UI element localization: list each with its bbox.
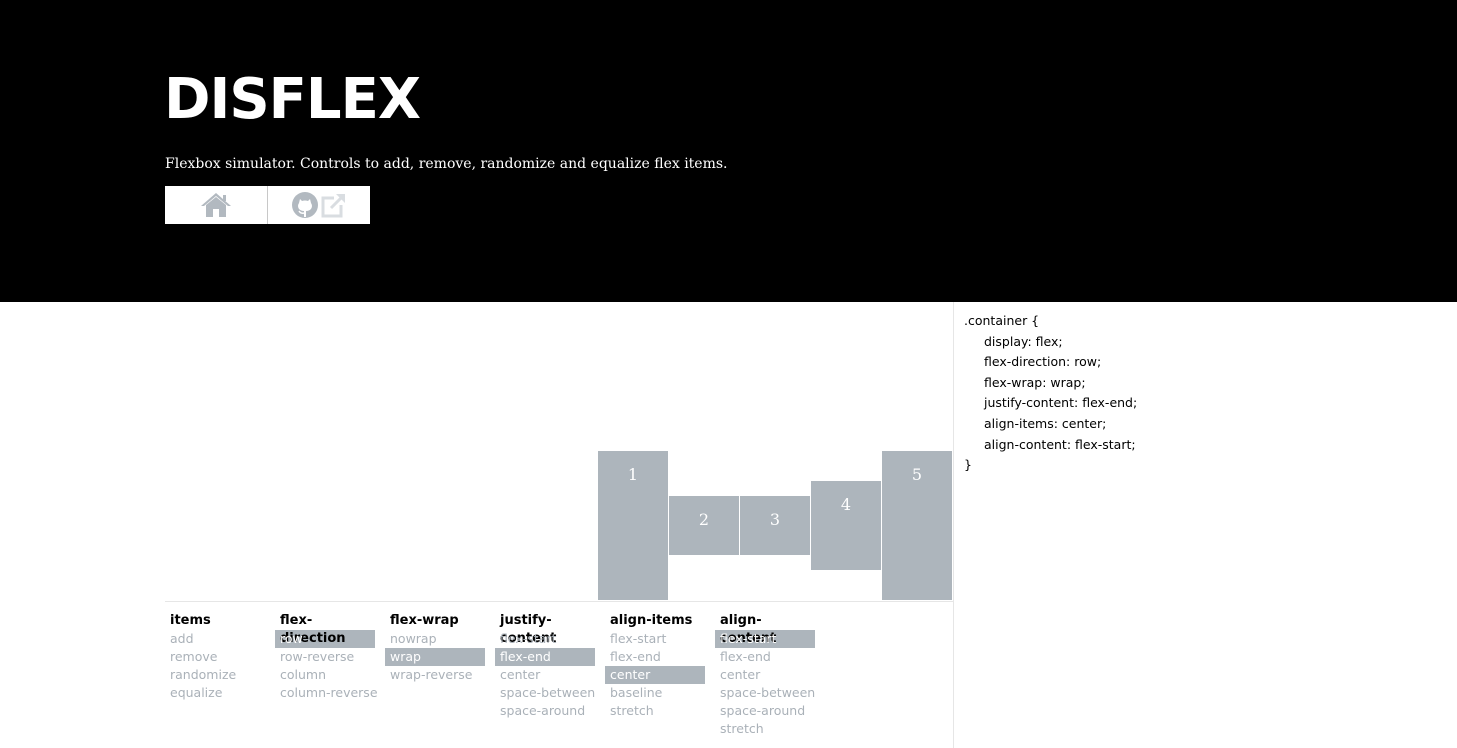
flex-container: 1 2 3 4 5	[165, 302, 952, 601]
option-center[interactable]: center	[720, 667, 761, 682]
option-flex-end[interactable]: flex-end	[720, 649, 771, 664]
code-line: justify-content: flex-end;	[984, 395, 1138, 411]
option-space-between[interactable]: space-between	[500, 685, 596, 700]
controls-heading: items	[170, 613, 211, 628]
option-row[interactable]: row	[275, 630, 375, 648]
page-title: DISFLEX	[164, 67, 421, 132]
code-line: display: flex;	[984, 333, 1063, 349]
controls-heading: flex-direction	[280, 613, 346, 646]
option-row-reverse[interactable]: row-reverse	[280, 649, 355, 664]
option-flex-start[interactable]: flex-start	[715, 630, 815, 648]
option-space-around[interactable]: space-around	[720, 703, 806, 718]
option-flex-start[interactable]: flex-start	[610, 631, 667, 646]
code-selector: .container {	[964, 313, 1040, 328]
option-wrap-reverse[interactable]: wrap-reverse	[390, 667, 473, 682]
divider	[953, 302, 954, 748]
divider	[165, 601, 953, 602]
github-icon	[291, 191, 319, 219]
option-wrap[interactable]: wrap	[385, 648, 485, 666]
remove-item-button[interactable]: remove	[170, 649, 218, 664]
code-line: flex-wrap: wrap;	[984, 374, 1086, 390]
flex-item[interactable]: 1	[598, 451, 668, 600]
add-item-button[interactable]: add	[170, 631, 194, 646]
align-content-controls: align-content flex-start flex-end center…	[715, 612, 815, 738]
flex-wrap-controls: flex-wrap nowrap wrap wrap-reverse	[385, 612, 485, 684]
option-flex-end[interactable]: flex-end	[495, 648, 595, 666]
option-stretch[interactable]: stretch	[720, 721, 764, 736]
justify-content-controls: justify-content flex-start flex-end cent…	[495, 612, 595, 720]
items-controls: items add remove randomize equalize	[165, 612, 265, 702]
code-line: align-content: flex-start;	[984, 436, 1136, 452]
option-center[interactable]: center	[605, 666, 705, 684]
code-line: align-items: center;	[984, 415, 1107, 431]
css-code-output: .container { display: flex; flex-directi…	[964, 311, 1137, 476]
header: DISFLEX Flexbox simulator. Controls to a…	[0, 0, 1457, 302]
flex-item[interactable]: 5	[882, 451, 952, 600]
flex-item[interactable]: 3	[740, 496, 810, 555]
home-icon	[200, 192, 232, 218]
option-space-between[interactable]: space-between	[720, 685, 816, 700]
external-link-icon	[321, 192, 347, 218]
option-nowrap[interactable]: nowrap	[390, 631, 437, 646]
option-flex-start[interactable]: flex-start	[500, 631, 557, 646]
controls-heading: flex-wrap	[390, 613, 459, 628]
home-button[interactable]	[165, 186, 268, 224]
option-column[interactable]: column	[280, 667, 327, 682]
option-baseline[interactable]: baseline	[610, 685, 663, 700]
option-space-around[interactable]: space-around	[500, 703, 586, 718]
align-items-controls: align-items flex-start flex-end center b…	[605, 612, 705, 720]
randomize-button[interactable]: randomize	[170, 667, 237, 682]
flex-direction-controls: flex-direction row row-reverse column co…	[275, 612, 378, 702]
github-button[interactable]	[268, 186, 370, 224]
code-line: flex-direction: row;	[984, 354, 1102, 370]
header-button-bar	[165, 186, 370, 224]
page-subtitle: Flexbox simulator. Controls to add, remo…	[165, 156, 728, 172]
controls-heading: align-items	[610, 613, 693, 628]
option-column-reverse[interactable]: column-reverse	[280, 685, 378, 700]
controls-heading: align-content	[720, 613, 776, 646]
option-center[interactable]: center	[500, 667, 541, 682]
controls-heading: justify-content	[500, 613, 557, 646]
code-close: }	[964, 457, 972, 473]
option-flex-end[interactable]: flex-end	[610, 649, 661, 664]
flex-item[interactable]: 2	[669, 496, 739, 555]
option-stretch[interactable]: stretch	[610, 703, 654, 718]
equalize-button[interactable]: equalize	[170, 685, 223, 700]
flex-item[interactable]: 4	[811, 481, 881, 570]
